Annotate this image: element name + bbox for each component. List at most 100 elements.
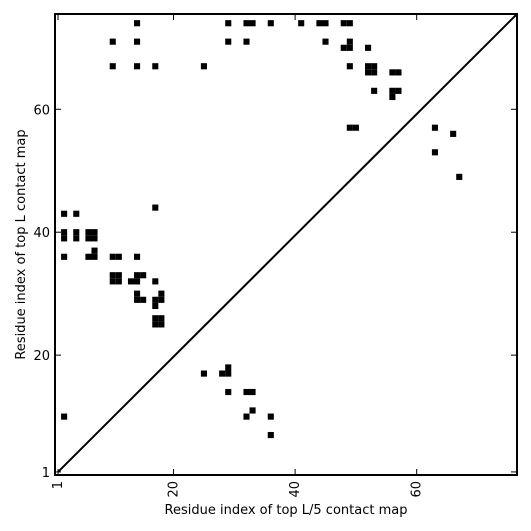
- contact-cell-upper: [431, 149, 438, 156]
- contact-cell-upper: [346, 20, 353, 27]
- contact-cell-upper: [371, 87, 378, 94]
- contact-cell-upper: [152, 204, 159, 211]
- contact-cell-upper: [134, 20, 141, 27]
- contact-cell-upper: [322, 38, 329, 45]
- diagonal-line: [57, 13, 518, 473]
- contact-cell-lower: [219, 370, 226, 377]
- contact-cell-upper: [158, 296, 165, 303]
- contact-cell-upper: [140, 296, 147, 303]
- contact-cell-lower: [225, 364, 232, 371]
- contact-cell-upper: [152, 321, 159, 328]
- contact-cell-upper: [115, 253, 122, 260]
- contact-cell-upper: [61, 229, 68, 236]
- contact-cell-upper: [140, 272, 147, 279]
- contact-cell-upper: [152, 302, 159, 310]
- x-tick-label: 60: [410, 481, 425, 498]
- contact-cell-upper: [456, 173, 463, 180]
- contact-cell-upper: [346, 63, 353, 70]
- contact-cell-upper: [127, 278, 135, 285]
- y-tick-label: 20: [33, 349, 50, 364]
- contact-cell-upper: [61, 235, 68, 242]
- contact-cell-upper: [109, 63, 116, 70]
- contact-cell-upper: [73, 229, 80, 236]
- contact-cell-upper: [134, 253, 141, 260]
- contact-cell-lower: [249, 407, 256, 414]
- contact-cell-upper: [431, 124, 438, 131]
- contact-cell-upper: [134, 63, 141, 70]
- contact-cell-lower: [249, 388, 256, 396]
- contact-cell-upper: [158, 315, 165, 322]
- contact-cell-upper: [243, 20, 250, 27]
- contact-cell-upper: [134, 278, 141, 285]
- contact-cell-upper: [91, 253, 98, 260]
- contact-cell-upper: [134, 38, 141, 45]
- y-axis-title: Residue index of top L contact map: [14, 129, 29, 359]
- y-tick-label: 40: [33, 226, 50, 241]
- x-tick-label: 20: [167, 481, 182, 498]
- x-tick-label: 1: [51, 481, 66, 489]
- contact-cell-upper: [134, 290, 141, 297]
- contact-cell-upper: [346, 44, 353, 51]
- contact-cell-upper: [365, 63, 372, 70]
- contact-cell-upper: [91, 235, 98, 242]
- contact-cell-upper: [109, 278, 116, 285]
- contact-cell-upper: [134, 296, 141, 303]
- contact-cell-upper: [225, 38, 232, 45]
- contact-cell-upper: [109, 38, 116, 45]
- contact-cell-upper: [61, 253, 68, 260]
- contact-cell-upper: [152, 296, 159, 303]
- contact-cell-upper: [91, 229, 98, 236]
- x-axis-title: Residue index of top L/5 contact map: [165, 503, 408, 518]
- contact-cell-upper: [365, 44, 372, 51]
- contact-cell-upper: [134, 272, 141, 279]
- contact-cell-upper: [225, 20, 232, 27]
- y-tick-labels: 1 20 40 60: [33, 103, 50, 481]
- contact-cell-lower: [243, 413, 250, 420]
- contact-cell-upper: [243, 38, 250, 45]
- y-tick-label: 1: [42, 466, 50, 481]
- contact-cell-upper: [450, 130, 457, 137]
- contact-cell-upper: [389, 93, 396, 101]
- contact-cell-upper: [316, 20, 323, 27]
- contact-cell-upper: [346, 38, 353, 45]
- contact-cell-upper: [158, 321, 165, 328]
- contact-cell-upper: [73, 235, 80, 242]
- contact-cell-upper: [115, 272, 122, 279]
- contact-cell-lower: [225, 388, 232, 396]
- contact-cell-lower: [200, 370, 207, 377]
- contact-cell-upper: [365, 69, 372, 76]
- contact-cell-upper: [249, 20, 256, 27]
- contact-cell-upper: [85, 229, 92, 236]
- contact-cell-upper: [346, 124, 353, 131]
- contact-cell-lower: [243, 388, 250, 396]
- contact-cell-upper: [73, 210, 80, 217]
- contact-cell-upper: [200, 63, 207, 70]
- contact-cell-upper: [371, 69, 378, 76]
- contact-cell-upper: [152, 278, 159, 285]
- contact-cell-upper: [85, 235, 92, 242]
- x-tick-labels: 1 20 40 60: [51, 481, 425, 498]
- contact-cells: [61, 20, 463, 439]
- contact-cell-upper: [395, 87, 402, 94]
- contact-cell-upper: [267, 20, 274, 27]
- tick-marks: [55, 14, 517, 475]
- contact-cell-upper: [389, 87, 396, 94]
- contact-cell-upper: [91, 247, 98, 254]
- contact-cell-upper: [85, 253, 92, 260]
- contact-cell-upper: [371, 63, 378, 70]
- plot-frame: [54, 13, 518, 476]
- contact-cell-upper: [352, 124, 359, 131]
- x-tick-label: 40: [288, 481, 303, 498]
- contact-cell-upper: [158, 290, 165, 297]
- contact-cell-upper: [115, 278, 122, 285]
- contact-cell-lower: [61, 413, 68, 420]
- contact-cell-upper: [395, 69, 402, 76]
- contact-cell-lower: [267, 431, 274, 439]
- contact-cell-upper: [322, 20, 329, 27]
- contact-cell-upper: [340, 44, 347, 51]
- contact-cell-upper: [61, 210, 68, 217]
- y-tick-label: 60: [33, 103, 50, 118]
- contact-cell-upper: [389, 69, 396, 76]
- contact-cell-upper: [109, 253, 116, 260]
